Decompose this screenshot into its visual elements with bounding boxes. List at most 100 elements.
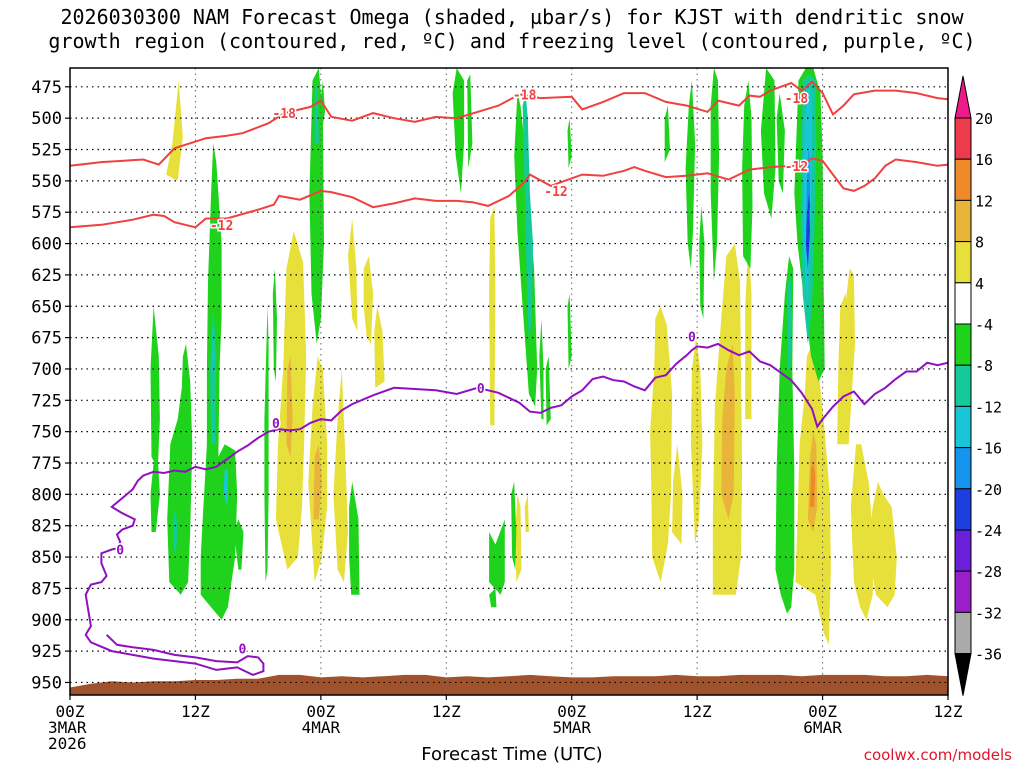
contour-label-4: -12 — [544, 185, 567, 200]
omega-region-cm8_m4-31 — [264, 306, 269, 583]
omega-region-cm12_m8-57 — [210, 306, 217, 445]
omega-region-cm8_m4-42 — [545, 356, 551, 426]
omega-region-cm8_m4-51 — [776, 93, 785, 194]
x-tick-label-0-0: 00Z — [56, 702, 85, 721]
omega-region-cm8_m4-37 — [514, 93, 538, 407]
colorbar-label-13: -36 — [975, 646, 1002, 664]
colorbar-swatch-cm16_m12 — [954, 405, 972, 449]
x-tick-label-72-0: 00Z — [808, 702, 837, 721]
colorbar-label-10: -24 — [975, 522, 1002, 540]
chart-title-line-1: 2026030300 NAM Forecast Omega (shaded, µ… — [60, 5, 964, 29]
colorbar-label-2: 12 — [975, 192, 993, 210]
contour-label-10: 0 — [239, 643, 247, 658]
contour-label-0: -18 — [273, 107, 297, 122]
y-tick-label-700: 700 — [31, 360, 62, 380]
omega-region-cm16_m12-62 — [223, 469, 228, 507]
colorbar-label-3: 8 — [975, 234, 984, 252]
x-tick-label-24-1: 4MAR — [302, 718, 341, 737]
freezing-level-contour — [84, 342, 948, 676]
credit-link[interactable]: coolwx.com/models — [863, 746, 1012, 764]
plot-frame — [69, 67, 949, 696]
colorbar-swatch-c12_16 — [954, 158, 972, 201]
omega-region-cm8_m4-41 — [539, 318, 544, 420]
contour-label-3: -12 — [210, 219, 233, 234]
omega-region-cm8_m4-38 — [489, 519, 505, 595]
colorbar-label-4: 4 — [975, 275, 984, 293]
colorbar-label-0: 20 — [975, 110, 993, 128]
y-tick-label-825: 825 — [31, 517, 62, 537]
omega-region-c12_16-24 — [810, 463, 816, 507]
contour-label-6: 0 — [272, 417, 280, 432]
y-tick-label-550: 550 — [31, 172, 62, 192]
colorbar-swatch-cm12_m8 — [954, 364, 972, 407]
omega-region-cm8_m4-49 — [742, 80, 753, 269]
omega-region-c4_8-4 — [348, 218, 358, 332]
y-tick-label-750: 750 — [31, 423, 62, 443]
plot-area: -18 -18 -18 -12 -12 -12 0 0 0 0 0 — [70, 68, 948, 695]
colorbar-label-6: -8 — [975, 357, 993, 375]
chart-title-line-2: growth region (contoured, red, ºC) and f… — [48, 29, 976, 53]
omega-region-cm8_m4-25 — [150, 306, 160, 470]
terrain-fill — [70, 674, 948, 695]
y-tick-label-925: 925 — [31, 642, 62, 662]
x-tick-label-0-1: 3MAR — [48, 718, 87, 737]
omega-region-c4_8-12 — [690, 337, 703, 545]
colorbar-swatch-c8_12 — [954, 199, 972, 243]
x-tick-label-48-1: 5MAR — [552, 718, 591, 737]
y-tick-label-875: 875 — [31, 579, 62, 599]
colorbar-top-arrow — [954, 75, 972, 119]
omega-region-c4_8-19 — [868, 481, 897, 608]
x-tick-label-72-1: 6MAR — [803, 718, 842, 737]
omega-region-cm8_m4-47 — [699, 205, 705, 319]
colorbar-swatch-cm24_m20 — [954, 488, 972, 531]
omega-region-c8_12-22 — [721, 343, 735, 520]
omega-region-cm8_m4-50 — [760, 68, 776, 219]
y-tick-label-775: 775 — [31, 454, 62, 474]
colorbar-swatch-c16_20 — [954, 117, 972, 160]
omega-region-cm8_m4-26 — [150, 456, 160, 532]
omega-region-c4_8-7 — [489, 205, 496, 426]
contour-label-5: -12 — [785, 160, 808, 175]
contour-label-7: 0 — [477, 382, 485, 397]
contour-label-9: 0 — [116, 544, 124, 559]
omega-region-c4_8-11 — [672, 444, 683, 545]
omega-region-cm12_m8-60 — [787, 268, 793, 369]
omega-region-cm8_m4-28 — [200, 143, 238, 620]
omega-region-c4_8-9 — [524, 494, 529, 532]
colorbar-swatch-cm8_m4 — [954, 323, 972, 366]
colorbar-label-8: -16 — [975, 440, 1002, 458]
colorbar-swatch-cm36_m32 — [954, 611, 972, 655]
omega-region-c4_8-0 — [166, 80, 183, 181]
y-tick-label-675: 675 — [31, 329, 62, 349]
x-tick-label-24-0: 00Z — [306, 702, 335, 721]
omega-region-c4_8-18 — [846, 268, 855, 394]
colorbar-label-7: -12 — [975, 398, 1002, 416]
colorbar-label-9: -20 — [975, 481, 1002, 499]
omega-region-cm8_m4-39 — [511, 481, 517, 570]
colorbar-swatch-cm4_4 — [954, 282, 972, 325]
colorbar-bottom-arrow — [954, 653, 972, 696]
omega-region-cm8_m4-35 — [452, 68, 465, 194]
y-tick-label-950: 950 — [31, 673, 62, 693]
omega-region-c4_8-5 — [363, 256, 374, 344]
dgz-minus18-contour — [70, 80, 948, 167]
y-tick-label-650: 650 — [31, 297, 62, 317]
y-tick-label-600: 600 — [31, 235, 62, 255]
omega-region-c4_8-17 — [850, 444, 874, 620]
y-tick-label-800: 800 — [31, 485, 62, 505]
y-tick-label-525: 525 — [31, 141, 62, 161]
omega-region-cm8_m4-45 — [664, 105, 670, 163]
contour-label-1: -18 — [513, 88, 537, 103]
omega-region-cm8_m4-54 — [272, 268, 277, 382]
colorbar-label-5: -4 — [975, 316, 993, 334]
omega-region-cm24_m20-66 — [805, 193, 810, 269]
x-tick-label-12-0: 12Z — [181, 702, 210, 721]
colorbar-label-11: -28 — [975, 563, 1002, 581]
omega-region-cm8_m4-44 — [567, 293, 572, 369]
x-tick-label-60-0: 12Z — [683, 702, 712, 721]
x-tick-label-0-2: 2026 — [48, 734, 87, 753]
x-tick-label-48-0: 00Z — [557, 702, 586, 721]
omega-region-cm16_m12-63 — [212, 318, 215, 369]
omega-region-c4_8-14 — [745, 243, 752, 420]
